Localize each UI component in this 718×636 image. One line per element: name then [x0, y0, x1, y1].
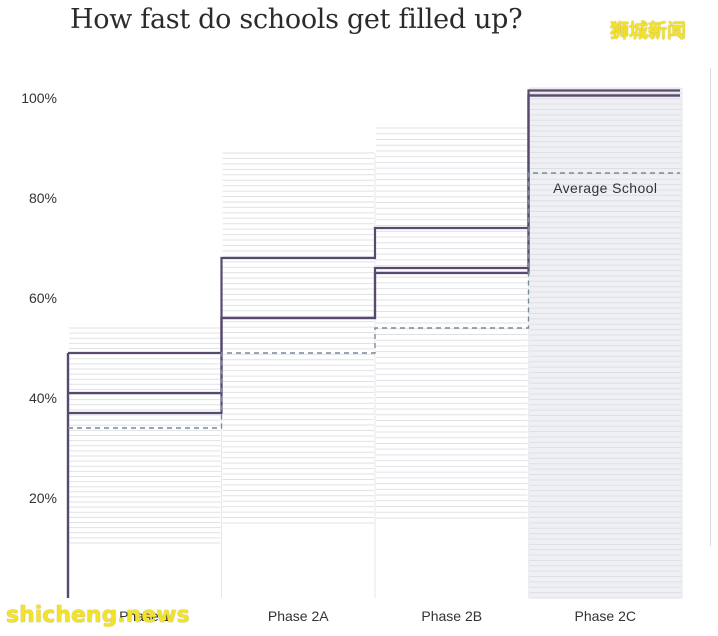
y-tick-label: 60%	[29, 290, 57, 306]
y-tick-label: 20%	[29, 490, 57, 506]
annotations: Average School	[553, 180, 657, 196]
chart-title: How fast do schools get filled up?	[70, 4, 523, 35]
x-tick-label: Phase 2C	[575, 608, 636, 624]
y-tick-label: 80%	[29, 190, 57, 206]
x-tick-label: Phase 2B	[421, 608, 482, 624]
x-tick-label: Phase 2A	[268, 608, 329, 624]
highlighted-school-lines	[66, 89, 680, 598]
watermark-chinese: 狮城新闻	[610, 20, 687, 42]
phase-2c-fill	[528, 88, 682, 598]
y-axis: 20% 40% 60% 80% 100%	[21, 90, 57, 506]
watermark-site: shicheng.news	[6, 603, 190, 628]
x-tick-label: Phase 1	[119, 608, 171, 624]
average-school-label: Average School	[553, 180, 657, 196]
right-border	[710, 68, 711, 546]
average-school-line	[68, 172, 680, 429]
x-axis: Phase 1 Phase 2A Phase 2B Phase 2C	[119, 608, 636, 624]
y-tick-label: 40%	[29, 390, 57, 406]
y-tick-label: 100%	[21, 90, 57, 106]
